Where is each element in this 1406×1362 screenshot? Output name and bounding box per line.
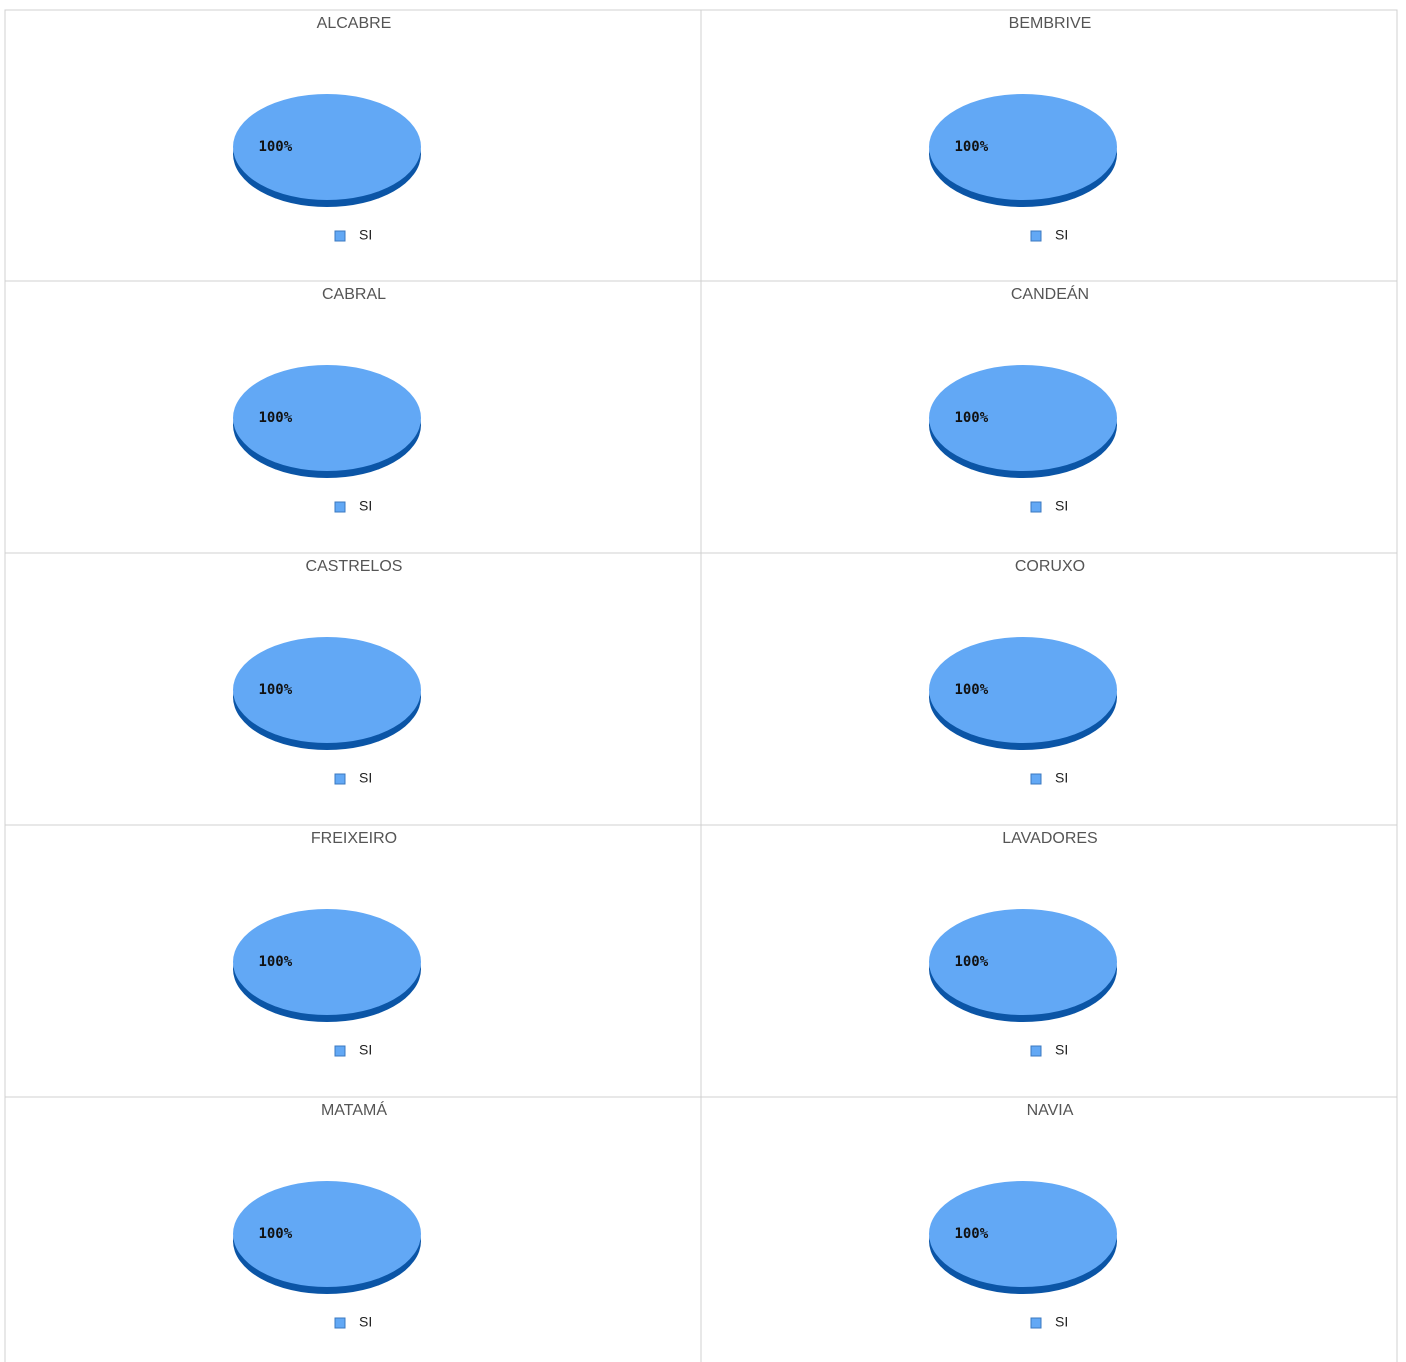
pie-chart: FREIXEIRO 100% SI <box>4 824 702 1098</box>
chart-title: MATAMÁ <box>321 1100 387 1119</box>
pie-slice <box>233 365 421 471</box>
data-label: 100% <box>258 1226 292 1242</box>
legend-swatch <box>1030 1317 1042 1329</box>
legend-swatch <box>334 1317 346 1329</box>
chart-title: CABRAL <box>322 286 386 303</box>
data-label: 100% <box>954 954 988 970</box>
chart-title: NAVIA <box>1027 1102 1074 1119</box>
legend-label: SI <box>1055 227 1068 243</box>
legend-swatch <box>334 501 346 513</box>
pie-slice <box>929 637 1117 743</box>
legend-swatch <box>1030 773 1042 785</box>
legend-label: SI <box>1055 498 1068 514</box>
legend-label: SI <box>1055 1042 1068 1058</box>
data-label: 100% <box>954 410 988 426</box>
pie-slice <box>929 909 1117 1015</box>
pie-chart: CANDEÁN 100% SI <box>700 280 1398 554</box>
chart-title: CASTRELOS <box>306 558 403 575</box>
chart-title: ALCABRE <box>317 15 392 32</box>
pie-slice <box>929 365 1117 471</box>
pie-slice <box>233 94 421 200</box>
legend-swatch <box>334 230 346 242</box>
pie-chart: LAVADORES 100% SI <box>700 824 1398 1098</box>
legend-label: SI <box>359 770 372 786</box>
pie-slice <box>233 909 421 1015</box>
pie-chart: CASTRELOS 100% SI <box>4 552 702 826</box>
chart-title: CORUXO <box>1015 558 1085 575</box>
data-label: 100% <box>258 682 292 698</box>
pie-chart: ALCABRE 100% SI <box>4 9 702 283</box>
data-label: 100% <box>954 682 988 698</box>
pie-chart: MATAMÁ 100% SI <box>4 1096 702 1362</box>
legend-swatch <box>1030 230 1042 242</box>
data-label: 100% <box>954 139 988 155</box>
pie-chart: CORUXO 100% SI <box>700 552 1398 826</box>
data-label: 100% <box>954 1226 988 1242</box>
pie-slice <box>929 94 1117 200</box>
chart-title: FREIXEIRO <box>311 830 397 847</box>
chart-title: BEMBRIVE <box>1009 15 1092 32</box>
legend-swatch <box>1030 501 1042 513</box>
pie-chart: BEMBRIVE 100% SI <box>700 9 1398 283</box>
legend-label: SI <box>1055 770 1068 786</box>
chart-title: CANDEÁN <box>1011 284 1089 303</box>
pie-slice <box>929 1181 1117 1287</box>
legend-label: SI <box>359 1042 372 1058</box>
pie-slice <box>233 637 421 743</box>
legend-label: SI <box>359 498 372 514</box>
legend-swatch <box>1030 1045 1042 1057</box>
legend-label: SI <box>1055 1314 1068 1330</box>
chart-title: LAVADORES <box>1002 830 1097 847</box>
pie-slice <box>233 1181 421 1287</box>
pie-chart: CABRAL 100% SI <box>4 280 702 554</box>
data-label: 100% <box>258 954 292 970</box>
legend-swatch <box>334 1045 346 1057</box>
data-label: 100% <box>258 410 292 426</box>
pie-chart: NAVIA 100% SI <box>700 1096 1398 1362</box>
legend-label: SI <box>359 227 372 243</box>
legend-label: SI <box>359 1314 372 1330</box>
legend-swatch <box>334 773 346 785</box>
data-label: 100% <box>258 139 292 155</box>
